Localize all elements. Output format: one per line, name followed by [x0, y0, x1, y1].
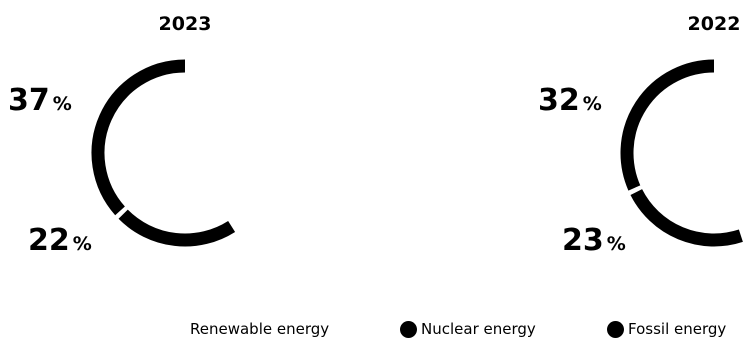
legend-marker — [400, 320, 417, 338]
fossil-value-label: 32% — [538, 83, 602, 118]
nuclear-slice — [118, 209, 236, 247]
legend-label: Renewable energy — [190, 320, 330, 338]
legend: Renewable energy Nuclear energy Fossil e… — [0, 320, 747, 342]
chart-title: 2022 — [688, 13, 741, 35]
nuclear-value-label: 23% — [562, 223, 626, 258]
nuclear-slice — [630, 189, 743, 247]
legend-label: Nuclear energy — [421, 320, 536, 338]
legend-item-fossil: Fossil energy — [607, 320, 726, 338]
fossil-slice — [91, 59, 186, 216]
legend-marker — [607, 320, 624, 338]
legend-item-nuclear: Nuclear energy — [400, 320, 536, 338]
legend-label: Fossil energy — [628, 320, 727, 338]
legend-item-renewable: Renewable energy — [190, 320, 329, 338]
fossil-slice — [620, 59, 715, 191]
chart-2022: 2022 32% 23% — [538, 13, 743, 258]
chart-2023: 2023 37% 22% — [8, 13, 236, 258]
chart-title: 2023 — [159, 13, 212, 35]
fossil-value-label: 37% — [8, 83, 72, 118]
nuclear-value-label: 22% — [28, 223, 92, 258]
